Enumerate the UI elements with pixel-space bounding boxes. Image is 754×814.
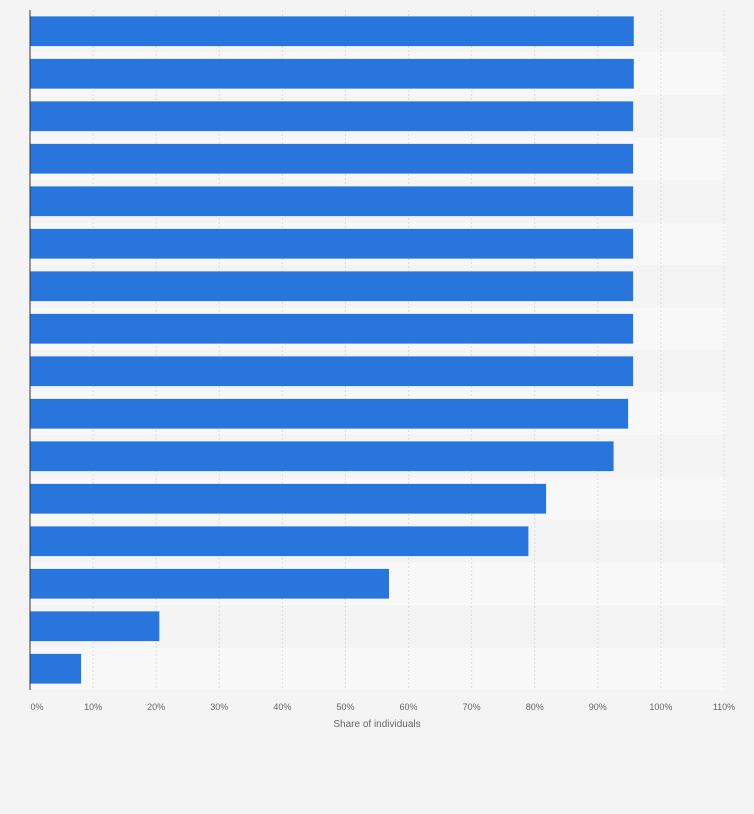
x-tick-label: 20%: [147, 702, 165, 712]
x-tick-label: 50%: [336, 702, 354, 712]
bars: [30, 16, 634, 684]
bar: [30, 441, 614, 472]
x-tick-label: 0%: [30, 702, 43, 712]
bar: [30, 526, 529, 557]
x-tick-labels: 0% 10% 20% 30% 40% 50% 60% 70% 80% 90% 100% 110%: [30, 702, 735, 712]
bar: [30, 186, 634, 217]
bar: [30, 16, 634, 47]
bar: [30, 653, 82, 684]
bar: [30, 611, 160, 642]
bar: [30, 313, 634, 344]
bar: [30, 271, 634, 302]
bar: [30, 101, 634, 132]
bar: [30, 356, 634, 387]
x-tick-label: 60%: [400, 702, 418, 712]
x-tick-label: 90%: [589, 702, 607, 712]
bar: [30, 143, 634, 174]
bar: [30, 483, 547, 514]
x-tick-label: 100%: [649, 702, 672, 712]
x-tick-label: 10%: [84, 702, 102, 712]
bar: [30, 568, 389, 599]
x-tick-label: 40%: [273, 702, 291, 712]
bar: [30, 58, 634, 89]
bar: [30, 398, 629, 429]
x-tick-label: 110%: [713, 702, 735, 712]
x-axis-label: Share of individuals: [333, 719, 420, 730]
row-band: [30, 647, 726, 690]
bar: [30, 228, 634, 259]
x-tick-label: 70%: [463, 702, 481, 712]
x-tick-label: 80%: [526, 702, 544, 712]
x-tick-label: 30%: [210, 702, 228, 712]
